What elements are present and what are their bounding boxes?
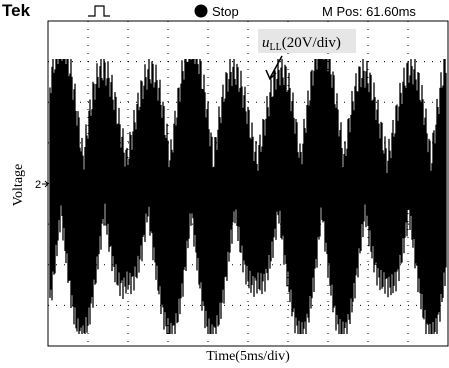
channel-marker: 2 (35, 179, 41, 191)
annotation-unit: (20V/div) (282, 35, 341, 51)
annotation-symbol: u (262, 35, 270, 51)
status-dot (195, 5, 208, 18)
position: M Pos: 61.60ms (322, 4, 416, 19)
channel-arrow (42, 181, 48, 187)
scope-screenshot: Tek Stop M Pos: 61.60ms uLL(20V/div) Vol… (0, 0, 449, 368)
annotation-subscript: LL (270, 42, 282, 53)
status: Stop (212, 4, 239, 19)
y-axis-label: Voltage (11, 164, 26, 207)
x-axis-label: Time(5ms/div) (206, 349, 290, 364)
screen (48, 21, 448, 346)
brand: Tek (2, 1, 31, 20)
trigger-icon (88, 6, 110, 16)
